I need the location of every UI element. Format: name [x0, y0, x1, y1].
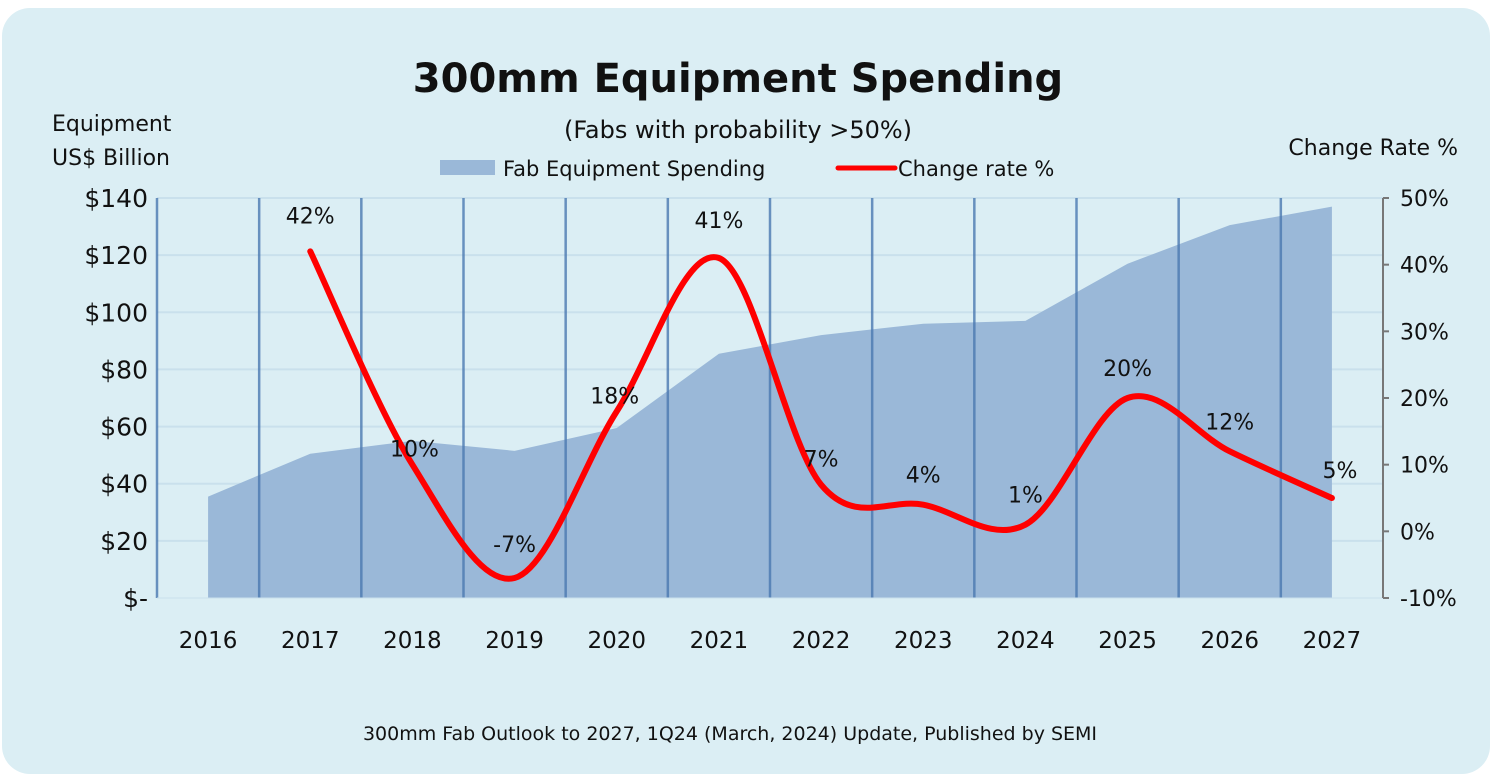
right-tick-label: 50% — [1400, 187, 1449, 212]
x-tick-label: 2020 — [587, 628, 646, 654]
x-tick-label: 2022 — [792, 628, 851, 654]
x-tick-label: 2016 — [179, 628, 238, 654]
x-tick-label: 2021 — [690, 628, 749, 654]
chart-title: 300mm Equipment Spending — [413, 56, 1063, 102]
left-tick-label: $140 — [84, 184, 148, 213]
source-note: 300mm Fab Outlook to 2027, 1Q24 (March, … — [363, 723, 1097, 745]
left-tick-label: $100 — [84, 298, 148, 327]
right-tick-label: 0% — [1400, 520, 1435, 545]
left-tick-label: $20 — [100, 527, 148, 556]
x-tick-label: 2023 — [894, 628, 953, 654]
change-rate-line — [307, 248, 1335, 582]
legend-line-label: Change rate % — [898, 157, 1054, 181]
data-label: 42% — [286, 204, 335, 229]
left-tick-label: $80 — [100, 355, 148, 384]
x-tick-label: 2019 — [485, 628, 544, 654]
data-label: 1% — [1008, 484, 1043, 509]
left-tick-label: $120 — [84, 241, 148, 270]
left-axis-label-line1: Equipment — [52, 112, 172, 137]
data-label: 20% — [1103, 357, 1152, 382]
data-label: 7% — [804, 448, 839, 473]
right-tick-label: -10% — [1400, 587, 1457, 612]
data-label: 5% — [1322, 459, 1357, 484]
right-tick-label: 30% — [1400, 320, 1449, 345]
legend-area-label: Fab Equipment Spending — [503, 157, 765, 181]
left-tick-label: $60 — [100, 413, 148, 442]
x-tick-label: 2026 — [1200, 628, 1259, 654]
x-tick-label: 2018 — [383, 628, 442, 654]
x-tick-label: 2027 — [1303, 628, 1362, 654]
data-label: -7% — [493, 533, 536, 558]
data-label: 41% — [694, 209, 743, 234]
x-tick-label: 2025 — [1098, 628, 1157, 654]
x-tick-label: 2017 — [281, 628, 340, 654]
right-tick-label: 10% — [1400, 454, 1449, 479]
right-tick-label: 40% — [1400, 254, 1449, 279]
data-label: 4% — [906, 464, 941, 489]
left-tick-label: $40 — [100, 470, 148, 499]
data-label: 12% — [1205, 410, 1254, 435]
left-axis-label-line2: US$ Billion — [52, 146, 170, 171]
x-tick-label: 2024 — [996, 628, 1055, 654]
data-label: 18% — [590, 384, 639, 409]
data-label: 10% — [390, 438, 439, 463]
right-tick-label: 20% — [1400, 387, 1449, 412]
right-axis-label: Change Rate % — [1288, 136, 1458, 161]
left-tick-label: $- — [123, 584, 148, 613]
legend-area-swatch — [440, 160, 495, 175]
chart-subtitle: (Fabs with probability >50%) — [564, 116, 912, 144]
